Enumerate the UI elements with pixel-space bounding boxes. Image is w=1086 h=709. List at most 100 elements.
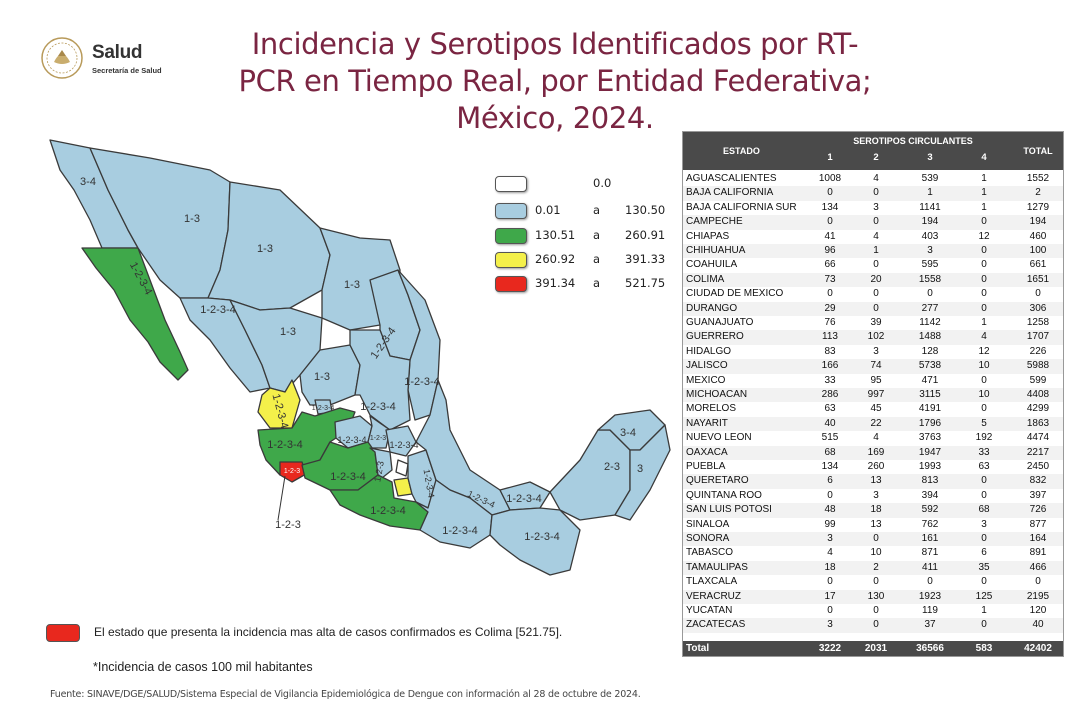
cell-total: 100	[1029, 245, 1047, 256]
cell-total: 460	[1029, 230, 1047, 242]
cell-s2: 3	[873, 201, 879, 213]
legend-row: 0.0	[495, 173, 665, 195]
label-jal: 1-2-3-4	[267, 439, 302, 451]
cell-s1: 134	[821, 201, 839, 213]
cell-s1: 6	[827, 475, 833, 487]
cell-total: 306	[1029, 302, 1047, 314]
cell-estado: BAJA CALIFORNIA SUR	[686, 201, 797, 213]
cell-s3: 37	[924, 619, 936, 631]
cell-s3: 119	[922, 605, 938, 616]
cell-s3: 539	[921, 173, 939, 184]
table-row: GUANAJUATO 76 39 1142 1 1258	[683, 316, 1063, 330]
label-chih: 1-3	[257, 243, 273, 255]
legend-swatch-low	[495, 203, 527, 219]
cell-total: 832	[1029, 475, 1047, 487]
label-dgo: 1-3	[280, 326, 296, 338]
cell-s3: 0	[927, 288, 933, 300]
table-row: OAXACA 68 169 1947 33 2217	[683, 445, 1063, 460]
cell-s1: 18	[824, 561, 836, 573]
cell-s1: 76	[824, 317, 836, 328]
cell-s4: 1	[981, 187, 987, 199]
table-row: SINALOA 99 13 762 3 877	[683, 518, 1063, 532]
cell-s4: 35	[978, 561, 990, 573]
cell-total: 2	[1035, 187, 1041, 199]
cell-estado: GUANAJUATO	[686, 317, 754, 328]
cell-total: 397	[1029, 489, 1047, 501]
header-serotype-1: 1	[827, 152, 833, 163]
cell-s4: 0	[981, 245, 987, 256]
cell-estado: TABASCO	[686, 547, 734, 559]
cell-s3: 813	[921, 475, 939, 487]
cell-estado: CAMPECHE	[686, 216, 743, 228]
cell-s4: 0	[981, 259, 987, 271]
cell-estado: NAYARIT	[686, 417, 728, 429]
serotype-table: ESTADO SEROTIPOS CIRCULANTES 1 2 3 4 TOT…	[682, 131, 1064, 657]
cell-s4: 0	[981, 288, 987, 300]
header-total: TOTAL	[1023, 146, 1053, 156]
cell-s3: 5738	[918, 360, 942, 372]
cell-s4: 0	[981, 273, 987, 285]
legend-separator: a	[593, 203, 601, 217]
cell-s3: 871	[921, 547, 939, 559]
cell-s4: 0	[981, 475, 987, 487]
cell-s2: 4	[873, 230, 879, 242]
state-quintana-roo	[614, 424, 671, 521]
footer-total: 42402	[1024, 643, 1052, 654]
cell-s4: 12	[978, 345, 990, 357]
cell-s4: 3	[981, 518, 987, 530]
cell-total: 5988	[1026, 360, 1050, 372]
legend-min: 260.92	[535, 252, 576, 266]
label-bc: 3-4	[80, 176, 96, 188]
table-row: COLIMA 73 20 1558 0 1651	[683, 272, 1063, 288]
state-chiapas	[489, 507, 581, 576]
label-qroo: 3	[637, 463, 643, 475]
legend-min: 391.34	[535, 276, 576, 290]
cell-total: 226	[1029, 345, 1047, 357]
cell-s2: 22	[870, 417, 882, 429]
cell-total: 2450	[1026, 461, 1050, 472]
cell-estado: PUEBLA	[686, 461, 726, 472]
cell-s1: 3	[827, 619, 833, 631]
state-tabasco	[499, 481, 551, 511]
table-row: QUINTANA ROO 0 3 394 0 397	[683, 489, 1063, 503]
cell-estado: MEXICO	[686, 374, 726, 386]
cell-total: 1707	[1026, 331, 1050, 343]
label-mex: 1-2-3	[372, 460, 385, 482]
footer-s2: 2031	[864, 643, 888, 654]
cell-s1: 1008	[818, 173, 842, 184]
cell-estado: QUINTANA ROO	[686, 489, 762, 501]
label-chis: 1-2-3-4	[524, 531, 559, 543]
cell-s1: 66	[824, 259, 836, 271]
cell-s3: 3763	[918, 432, 942, 444]
cell-s1: 29	[824, 302, 836, 314]
cell-total: 661	[1029, 259, 1047, 271]
cell-s1: 0	[827, 187, 833, 199]
cell-s2: 102	[867, 331, 885, 343]
cell-s4: 1	[981, 605, 987, 616]
legend-row: 0.01 a 130.50	[495, 200, 665, 222]
highest-incidence-note: El estado que presenta la incidencia mas…	[46, 624, 562, 642]
cell-total: 4299	[1026, 403, 1050, 415]
cell-total: 599	[1029, 374, 1047, 386]
cell-total: 164	[1029, 533, 1047, 544]
cell-s1: 0	[827, 489, 833, 501]
cell-estado: CHIHUAHUA	[686, 245, 746, 256]
cell-s2: 0	[873, 259, 879, 271]
legend-min: 130.51	[535, 228, 576, 242]
cell-s1: 0	[827, 216, 833, 228]
label-son: 1-3	[184, 213, 200, 225]
header-serotype-4: 4	[981, 152, 987, 163]
cell-s3: 1947	[918, 446, 942, 458]
label-oax: 1-2-3-4	[442, 525, 477, 537]
cell-s3: 4191	[918, 403, 942, 415]
cell-estado: AGUASCALIENTES	[686, 173, 777, 184]
label-tamps: 1-2-3-4	[404, 376, 439, 388]
cell-estado: GUERRERO	[686, 331, 744, 343]
incidence-note: *Incidencia de casos 100 mil habitantes	[93, 660, 313, 674]
cell-s2: 0	[873, 302, 879, 314]
cell-s1: 40	[824, 417, 836, 429]
table-row: GUERRERO 113 102 1488 4 1707	[683, 330, 1063, 345]
label-sin: 1-2-3-4	[200, 304, 235, 316]
cell-estado: QUERETARO	[686, 475, 749, 487]
cell-estado: ZACATECAS	[686, 619, 746, 631]
